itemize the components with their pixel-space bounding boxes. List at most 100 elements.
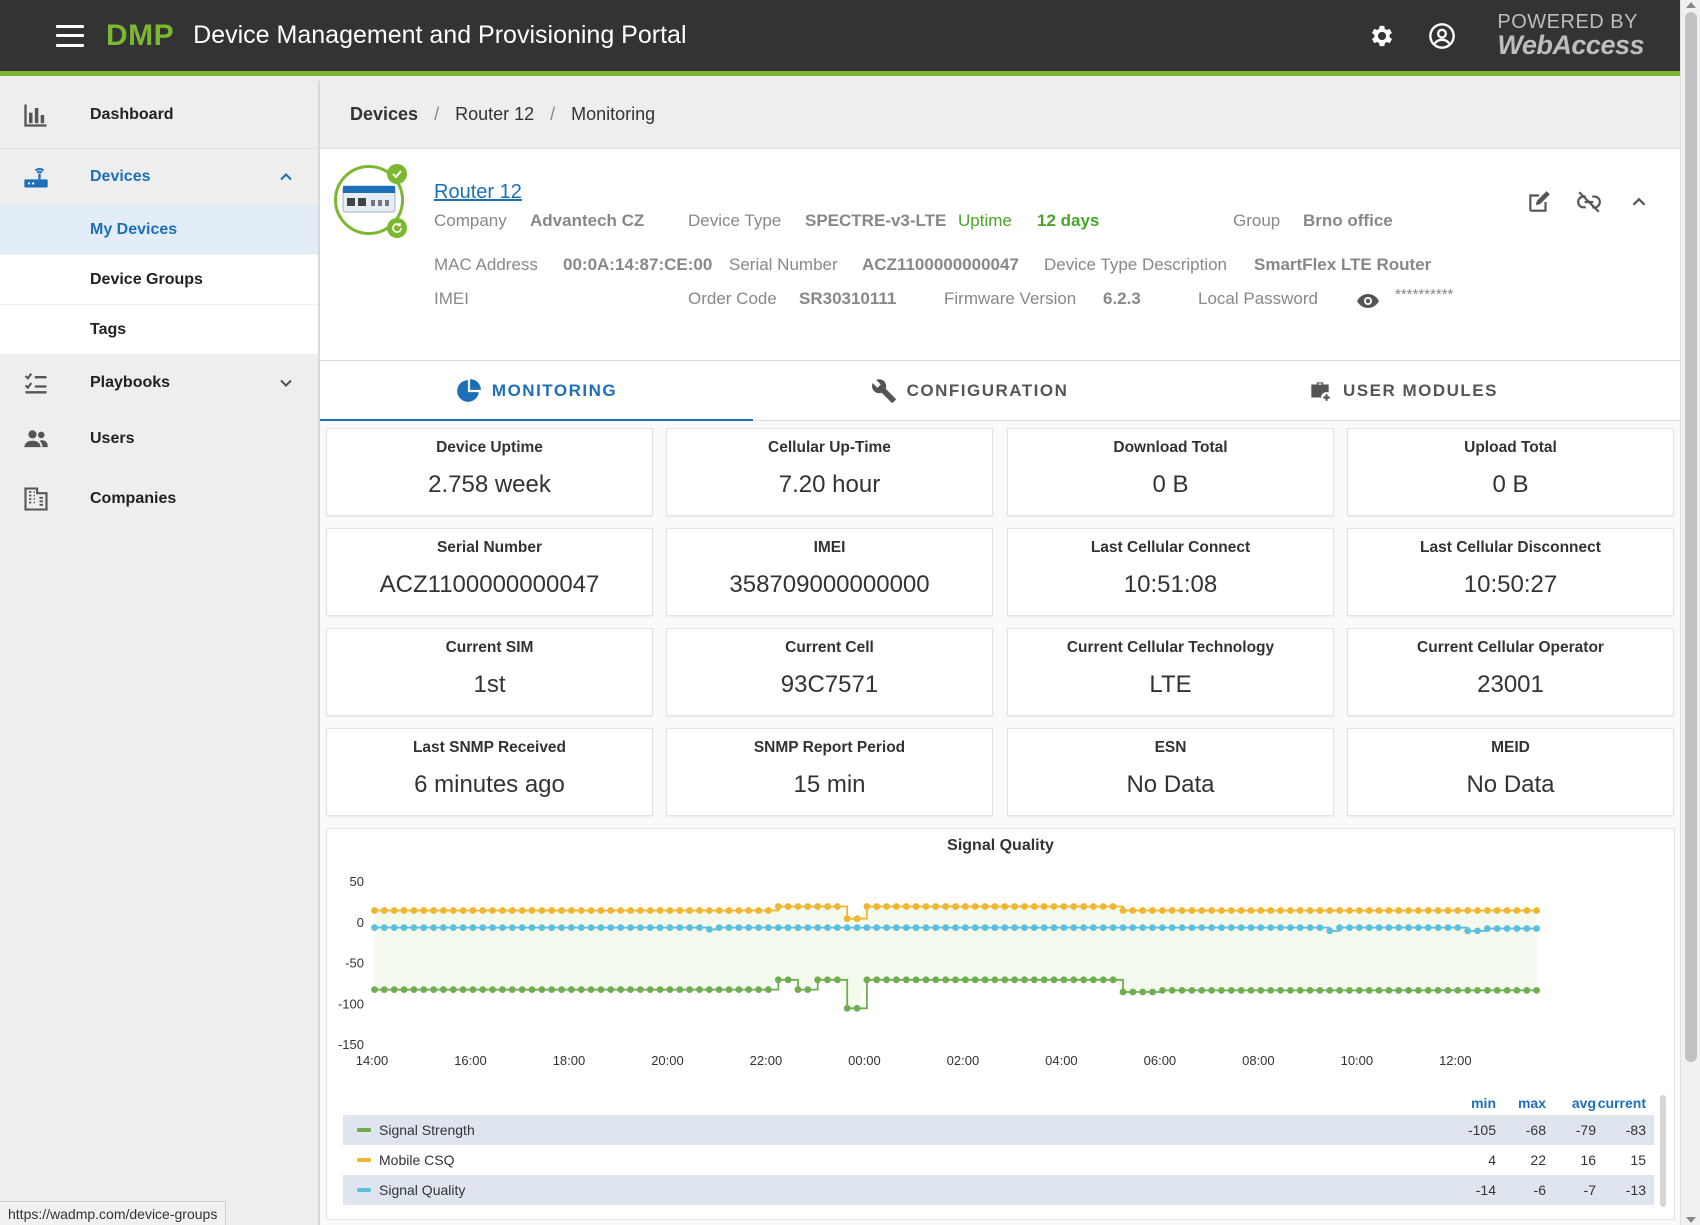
series-point-1 (1424, 907, 1432, 914)
series-point-1 (843, 915, 851, 923)
tab-configuration[interactable]: CONFIGURATION (753, 361, 1186, 420)
series-point-2 (637, 924, 644, 931)
scroll-up-icon[interactable] (1686, 2, 1696, 8)
series-point-1 (1474, 907, 1481, 914)
legend-scrollbar[interactable] (1660, 1095, 1666, 1207)
sidebar-item-companies[interactable]: Companies (0, 471, 318, 527)
series-point-1 (1346, 907, 1353, 914)
eye-icon[interactable] (1353, 289, 1383, 313)
metric-card: Serial Number ACZ1100000000047 (326, 528, 653, 616)
series-point-1 (577, 907, 585, 914)
legend-row[interactable]: Signal Quality -14 -6 -7 -13 (343, 1175, 1654, 1205)
account-icon[interactable] (1427, 21, 1457, 51)
edit-icon[interactable] (1524, 187, 1554, 217)
series-point-0 (558, 986, 565, 993)
sidebar-item-playbooks[interactable]: Playbooks (0, 355, 318, 411)
series-point-2 (1306, 924, 1314, 931)
series-point-1 (774, 903, 782, 910)
series-point-1 (902, 903, 910, 910)
sidebar-subitem-tags[interactable]: Tags (0, 305, 318, 355)
sidebar-subitem-my-devices[interactable]: My Devices (0, 205, 318, 255)
series-point-1 (834, 903, 841, 910)
tab-monitoring[interactable]: MONITORING (320, 361, 753, 421)
series-point-0 (508, 986, 516, 993)
series-point-0 (1454, 987, 1462, 994)
series-point-2 (962, 924, 969, 931)
firmware-label: Firmware Version (944, 289, 1077, 308)
legend-row[interactable]: Signal Strength -105 -68 -79 -83 (343, 1115, 1654, 1145)
series-point-2 (380, 924, 388, 931)
series-point-1 (1149, 907, 1156, 914)
brand-logo[interactable]: DMP (106, 18, 175, 52)
gear-icon[interactable] (1367, 21, 1397, 51)
series-point-1 (1415, 907, 1422, 914)
metric-card-value: LTE (1149, 671, 1192, 698)
tab-user-modules[interactable]: USER MODULES (1186, 361, 1619, 420)
series-point-2 (430, 924, 437, 931)
metric-card: IMEI 358709000000000 (666, 528, 993, 616)
chevron-up-icon[interactable] (1624, 187, 1654, 217)
chevron-up-icon[interactable] (276, 167, 296, 187)
menu-icon[interactable] (56, 24, 84, 47)
series-point-2 (696, 924, 703, 931)
series-point-0 (725, 986, 733, 993)
series-point-0 (1395, 987, 1403, 994)
series-point-1 (991, 903, 999, 910)
series-point-0 (518, 986, 526, 993)
metric-card-title: Serial Number (436, 539, 543, 556)
sidebar-item-users[interactable]: Users (0, 411, 318, 467)
series-point-0 (1287, 987, 1294, 994)
metric-card-title: SNMP Report Period (753, 739, 906, 756)
unlink-icon[interactable] (1574, 187, 1604, 217)
series-point-1 (1198, 907, 1206, 914)
series-point-0 (1296, 987, 1304, 994)
series-point-1 (1109, 903, 1117, 910)
series-point-2 (794, 924, 802, 931)
metric-card: Device Uptime 2.758 week (326, 428, 653, 516)
metric-card-title: Last SNMP Received (412, 739, 567, 756)
series-point-1 (1336, 907, 1343, 914)
sidebar-subitem-device-groups[interactable]: Device Groups (0, 255, 318, 305)
device-name-link[interactable]: Router 12 (434, 181, 522, 203)
legend-row[interactable]: Mobile CSQ 4 22 16 15 (343, 1145, 1654, 1175)
series-point-2 (617, 924, 625, 931)
series-point-0 (1218, 987, 1225, 994)
company-value: Advantech CZ (530, 211, 645, 230)
sidebar-item-dashboard[interactable]: Dashboard (0, 81, 318, 149)
chart-title: Signal Quality (947, 837, 1054, 854)
x-tick-label: 10:00 (1341, 1053, 1374, 1068)
router-device-image (342, 185, 396, 213)
series-point-0 (1030, 976, 1038, 984)
order-code-value: SR30310111 (799, 289, 897, 308)
scroll-down-icon[interactable] (1686, 1217, 1696, 1223)
chevron-down-icon[interactable] (276, 373, 296, 393)
series-point-0 (1533, 987, 1540, 994)
metric-card-title: Current Cellular Operator (1417, 639, 1604, 656)
series-point-0 (893, 976, 900, 984)
series-point-1 (1237, 907, 1245, 914)
x-tick-label: 08:00 (1242, 1053, 1275, 1068)
series-point-2 (1267, 924, 1275, 931)
x-tick-label: 14:00 (356, 1053, 389, 1068)
x-tick-label: 12:00 (1439, 1053, 1472, 1068)
series-point-0 (1257, 987, 1265, 994)
series-point-1 (1208, 907, 1215, 914)
group-label: Group (1233, 211, 1281, 230)
breadcrumb-devices[interactable]: Devices (350, 104, 419, 124)
breadcrumb-router[interactable]: Router 12 (455, 104, 535, 124)
series-point-1 (1218, 907, 1225, 914)
series-point-0 (1415, 987, 1422, 994)
series-point-0 (548, 986, 556, 993)
series-point-0 (676, 986, 684, 993)
series-point-1 (646, 907, 654, 914)
series-point-1 (1119, 907, 1127, 914)
scrollbar-thumb[interactable] (1685, 12, 1697, 1062)
series-point-0 (814, 976, 822, 984)
series-point-1 (637, 907, 644, 914)
series-point-2 (1080, 924, 1087, 931)
series-point-2 (1316, 924, 1324, 931)
legend-header: min max avg current (343, 1095, 1654, 1115)
sidebar-item-devices[interactable]: Devices (0, 149, 318, 205)
page-scrollbar[interactable] (1680, 0, 1700, 1225)
series-point-2 (1454, 924, 1462, 931)
